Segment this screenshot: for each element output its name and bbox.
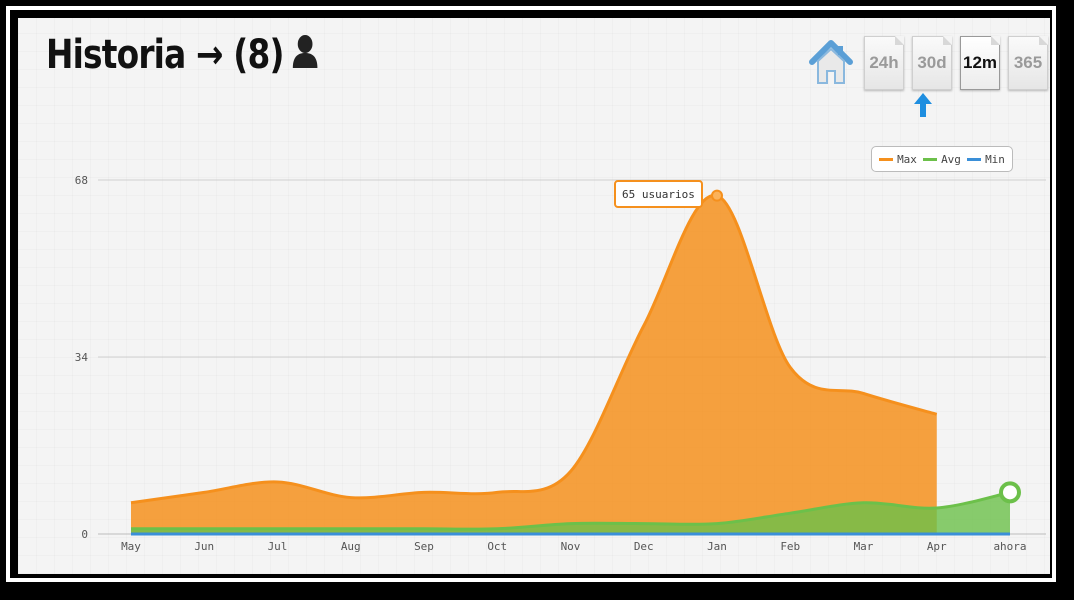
x-tick-label: Oct: [487, 540, 507, 553]
x-axis-labels: May Jun Jul Aug Sep Oct Nov Dec Jan Feb Mar Apr ahor…: [121, 540, 1027, 553]
chart-panel: 0 34 68 May Jun Jul Aug Sep Oct Nov Dec Jan Feb Mar A…: [18, 18, 1050, 574]
series-line-avg: [131, 490, 1011, 531]
range-365-button[interactable]: 365: [1008, 36, 1048, 90]
arrow-up-icon: [913, 92, 933, 123]
user-icon: [292, 32, 318, 78]
legend-item-max: Max: [879, 153, 917, 166]
legend-swatch-avg: [923, 157, 938, 161]
current-marker: [999, 481, 1021, 504]
legend-item-avg: Avg: [923, 153, 961, 166]
range-12m-button[interactable]: 12m: [960, 36, 1000, 90]
x-tick-label: May: [121, 540, 141, 553]
x-tick-label: ahora: [993, 540, 1026, 553]
page-title-text: Historia → (8): [46, 32, 284, 78]
x-tick-label: Mar: [854, 540, 874, 553]
home-button[interactable]: [808, 36, 854, 90]
markers: [711, 189, 1021, 504]
x-tick-label: Jul: [268, 540, 288, 553]
page-title: Historia → (8): [46, 32, 318, 78]
range-24h-button[interactable]: 24h: [864, 36, 904, 90]
series-area-max: [131, 195, 937, 534]
x-tick-label: Dec: [634, 540, 654, 553]
legend-item-min: Min: [967, 153, 1005, 166]
legend-swatch-max: [879, 157, 894, 161]
range-30d-button[interactable]: 30d: [912, 36, 952, 90]
y-tick-label: 0: [81, 528, 88, 541]
range-toolbar: 24h 30d 12m 365: [808, 36, 1048, 90]
series-areas: [130, 194, 1011, 536]
chart-legend: Max Avg Min: [871, 146, 1013, 172]
x-tick-label: Aug: [341, 540, 361, 553]
legend-swatch-min: [967, 157, 982, 161]
series-area-avg: [131, 492, 1010, 534]
home-icon: [809, 40, 853, 84]
x-tick-label: Sep: [414, 540, 434, 553]
legend-label-min: Min: [985, 152, 1005, 166]
x-tick-label: Jan: [707, 540, 727, 553]
series-line-max: [130, 194, 938, 505]
legend-label-avg: Avg: [941, 152, 961, 166]
y-tick-label: 34: [75, 351, 89, 364]
legend-label-max: Max: [897, 152, 917, 166]
x-tick-label: Jun: [194, 540, 214, 553]
y-axis-labels: 0 34 68: [75, 174, 89, 541]
y-tick-label: 68: [75, 174, 88, 187]
history-chart: 0 34 68 May Jun Jul Aug Sep Oct Nov Dec Jan Feb Mar A…: [75, 174, 1046, 553]
x-tick-label: Nov: [561, 540, 581, 553]
chart-tooltip: 65 usuarios: [614, 180, 703, 208]
x-tick-label: Apr: [927, 540, 947, 553]
peak-marker: [711, 189, 723, 202]
x-tick-label: Feb: [780, 540, 800, 553]
